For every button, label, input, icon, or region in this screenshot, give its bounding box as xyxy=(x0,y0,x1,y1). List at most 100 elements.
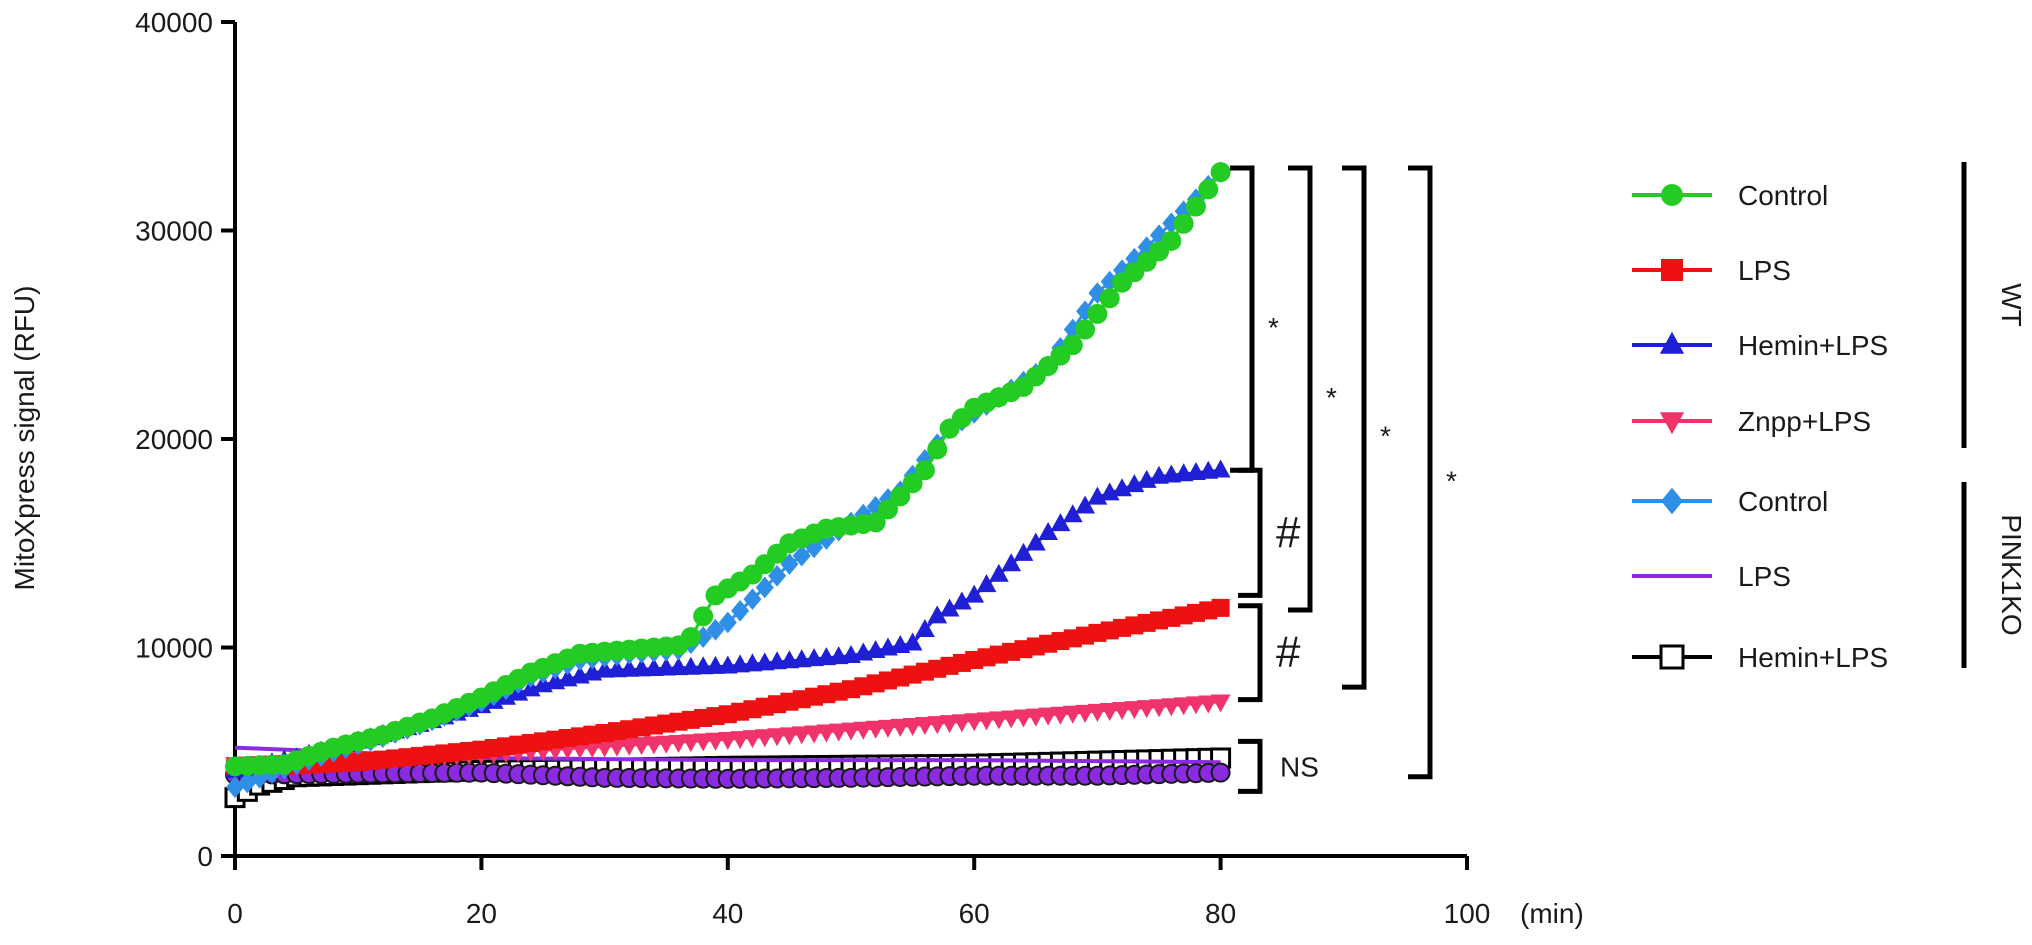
data-point xyxy=(1099,288,1120,309)
significance-label: * xyxy=(1380,421,1391,452)
data-point xyxy=(1162,212,1181,235)
data-point xyxy=(988,563,1009,582)
data-point xyxy=(1210,162,1231,183)
data-point xyxy=(1136,700,1157,719)
data-point xyxy=(1075,704,1095,723)
data-point xyxy=(890,718,911,737)
data-point xyxy=(1198,179,1219,200)
data-point xyxy=(1185,196,1206,217)
significance-label: * xyxy=(1326,382,1337,413)
data-point xyxy=(828,723,849,742)
data-point xyxy=(607,738,627,757)
data-point xyxy=(693,606,714,627)
data-point xyxy=(743,588,762,610)
data-point xyxy=(1075,319,1096,340)
data-point xyxy=(1013,709,1034,728)
legend-item: Control xyxy=(1632,180,1828,211)
data-point xyxy=(1013,542,1034,561)
data-point xyxy=(865,512,886,533)
data-point xyxy=(791,726,812,745)
legend-marker xyxy=(1661,259,1683,281)
data-point xyxy=(643,736,664,755)
data-point xyxy=(1161,698,1182,717)
series-layer xyxy=(224,161,1232,809)
legend-marker xyxy=(1661,184,1683,206)
data-point xyxy=(1087,703,1108,722)
legend-item: Control xyxy=(1632,486,1828,517)
data-point xyxy=(1113,259,1132,281)
y-axis-title: MitoXpress signal (RFU) xyxy=(9,286,40,591)
data-point xyxy=(1124,701,1145,720)
group-label: PINK1KO xyxy=(1996,514,2027,635)
y-tick-label: 10000 xyxy=(135,633,213,664)
legend-item: LPS xyxy=(1632,255,1791,286)
legend-marker xyxy=(1659,412,1685,435)
data-point xyxy=(1062,335,1083,356)
y-tick-label: 30000 xyxy=(135,216,213,247)
data-point xyxy=(1210,459,1231,478)
series xyxy=(225,162,1231,777)
data-point xyxy=(619,737,640,756)
x-tick-label: 100 xyxy=(1444,898,1491,929)
data-point xyxy=(841,722,861,741)
x-tick-label: 0 xyxy=(227,898,243,929)
data-point xyxy=(754,729,775,748)
data-point xyxy=(1149,699,1169,718)
data-point xyxy=(914,460,935,481)
data-point xyxy=(951,591,972,610)
data-point xyxy=(631,737,652,756)
data-point xyxy=(594,739,615,758)
data-point xyxy=(1137,236,1156,258)
data-point xyxy=(890,486,911,507)
data-point xyxy=(1001,553,1022,572)
data-point xyxy=(865,720,886,739)
data-point xyxy=(742,730,763,749)
significance-bracket: * xyxy=(1408,165,1457,780)
data-point xyxy=(902,632,923,651)
x-axis-unit: (min) xyxy=(1520,898,1584,929)
data-point xyxy=(1198,695,1219,714)
data-point xyxy=(1211,598,1230,617)
series xyxy=(226,161,1230,798)
data-point xyxy=(1173,697,1194,716)
data-point xyxy=(1125,247,1144,270)
group-labels: WT PINK1KO xyxy=(1961,162,2027,668)
significance-label: # xyxy=(1276,508,1301,557)
x-ticks: 0 20 40 60 80 100 xyxy=(227,856,1490,929)
bracket-line xyxy=(1230,165,1255,473)
legend-item: Hemin+LPS xyxy=(1632,330,1888,361)
legend-marker xyxy=(1661,487,1683,515)
data-point xyxy=(1050,706,1071,725)
legend-label: Hemin+LPS xyxy=(1738,330,1888,361)
data-point xyxy=(951,714,972,733)
data-point xyxy=(1210,694,1231,713)
series xyxy=(226,598,1230,778)
significance-bracket: * xyxy=(1288,165,1337,613)
data-point xyxy=(1038,522,1059,541)
data-point xyxy=(1087,303,1108,324)
legend-label: Control xyxy=(1738,180,1828,211)
data-point xyxy=(988,711,1009,730)
data-point xyxy=(816,724,837,743)
legend: Control LPS Hemin+LPS Znpp+LPS Control LPS Hem… xyxy=(1632,180,1888,673)
data-point xyxy=(718,611,737,634)
bracket-line xyxy=(1342,165,1367,690)
y-tick-label: 20000 xyxy=(135,424,213,455)
legend-marker xyxy=(1659,331,1685,354)
y-tick-label: 40000 xyxy=(135,7,213,38)
data-point xyxy=(755,576,774,599)
data-point xyxy=(804,725,824,744)
data-point xyxy=(939,715,960,734)
data-point xyxy=(1210,762,1231,783)
y-ticks: 0 10000 20000 30000 40000 xyxy=(135,7,235,872)
data-point xyxy=(1161,230,1182,251)
bracket-line xyxy=(1238,603,1263,703)
data-point xyxy=(976,574,997,593)
data-point xyxy=(964,713,985,732)
data-point xyxy=(668,734,689,753)
data-point xyxy=(1173,213,1194,234)
bracket-line xyxy=(1408,165,1433,780)
data-point xyxy=(1001,710,1022,729)
data-point xyxy=(1025,532,1046,551)
